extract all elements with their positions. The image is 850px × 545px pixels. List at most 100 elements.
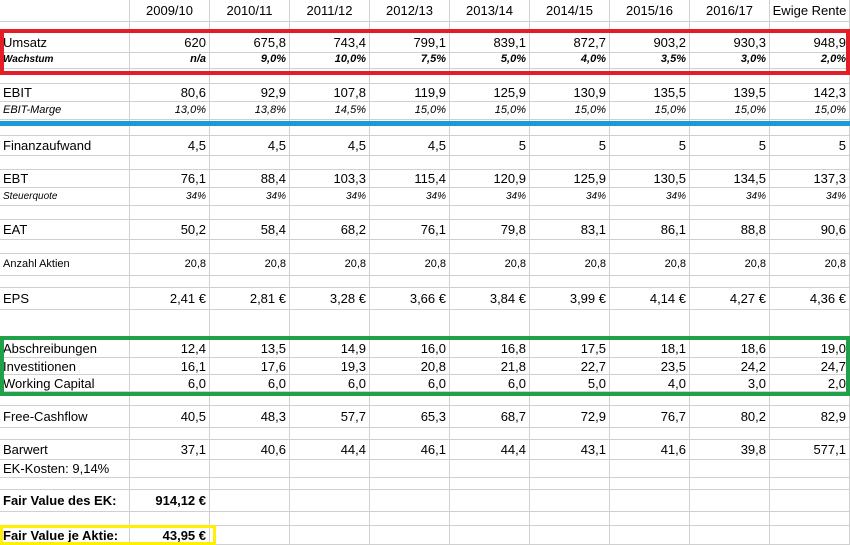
empty-cell[interactable] [210, 69, 290, 84]
empty-cell[interactable] [0, 206, 130, 220]
empty-cell[interactable] [450, 206, 530, 220]
empty-cell[interactable] [370, 240, 450, 254]
value-cell[interactable]: 3,0% [690, 51, 770, 69]
value-cell[interactable] [610, 460, 690, 478]
empty-cell[interactable] [770, 69, 850, 84]
value-cell[interactable]: 9,0% [210, 51, 290, 69]
empty-cell[interactable] [210, 478, 290, 490]
value-cell[interactable]: 6,0 [450, 375, 530, 392]
empty-cell[interactable] [290, 120, 370, 136]
empty-cell[interactable] [450, 120, 530, 136]
value-cell[interactable]: 20,8 [690, 254, 770, 276]
empty-cell[interactable] [0, 428, 130, 440]
empty-cell[interactable] [130, 478, 210, 490]
value-cell[interactable]: 675,8 [210, 33, 290, 53]
value-cell[interactable]: 125,9 [530, 170, 610, 188]
value-cell[interactable]: 2,81 € [210, 288, 290, 310]
value-cell[interactable]: 3,5% [610, 51, 690, 69]
empty-cell[interactable] [530, 310, 610, 340]
empty-cell[interactable] [290, 512, 370, 526]
empty-cell[interactable] [450, 156, 530, 170]
value-cell[interactable] [370, 490, 450, 512]
value-cell[interactable]: 43,1 [530, 440, 610, 460]
value-cell[interactable]: 68,7 [450, 406, 530, 428]
empty-cell[interactable] [610, 512, 690, 526]
value-cell[interactable]: 5 [770, 136, 850, 156]
empty-cell[interactable] [690, 512, 770, 526]
empty-cell[interactable] [290, 310, 370, 340]
empty-cell[interactable] [690, 310, 770, 340]
value-cell[interactable]: 34% [130, 188, 210, 206]
row-label-cell[interactable]: Abschreibungen [0, 340, 130, 358]
empty-cell[interactable] [290, 478, 370, 490]
value-cell[interactable]: 4,0% [530, 51, 610, 69]
value-cell[interactable]: 107,8 [290, 84, 370, 102]
row-label-cell[interactable]: Barwert [0, 440, 130, 460]
empty-cell[interactable] [370, 512, 450, 526]
value-cell[interactable]: 82,9 [770, 406, 850, 428]
empty-cell[interactable] [210, 22, 290, 33]
value-cell[interactable]: 839,1 [450, 33, 530, 53]
value-cell[interactable]: 15,0% [450, 102, 530, 120]
value-cell[interactable]: 5,0 [530, 375, 610, 392]
value-cell[interactable]: 6,0 [210, 375, 290, 392]
value-cell[interactable]: 72,9 [530, 406, 610, 428]
value-cell[interactable]: 80,6 [130, 84, 210, 102]
empty-cell[interactable] [130, 69, 210, 84]
empty-cell[interactable] [610, 392, 690, 406]
empty-cell[interactable] [770, 310, 850, 340]
value-cell[interactable] [530, 460, 610, 478]
row-label-cell[interactable]: Investitionen [0, 358, 130, 375]
value-cell[interactable] [130, 460, 210, 478]
empty-cell[interactable] [290, 69, 370, 84]
value-cell[interactable]: 119,9 [370, 84, 450, 102]
value-cell[interactable]: 743,4 [290, 33, 370, 53]
value-cell[interactable]: 76,7 [610, 406, 690, 428]
empty-cell[interactable] [0, 120, 130, 136]
empty-cell[interactable] [770, 512, 850, 526]
value-cell[interactable]: 7,5% [370, 51, 450, 69]
value-cell[interactable]: 134,5 [690, 170, 770, 188]
value-cell[interactable]: 90,6 [770, 220, 850, 240]
row-label-cell[interactable]: Anzahl Aktien [0, 254, 130, 276]
empty-cell[interactable] [450, 512, 530, 526]
empty-cell[interactable] [530, 22, 610, 33]
value-cell[interactable] [770, 490, 850, 512]
value-cell[interactable]: 799,1 [370, 33, 450, 53]
row-label-cell[interactable]: Finanzaufwand [0, 136, 130, 156]
empty-cell[interactable] [690, 428, 770, 440]
empty-cell[interactable] [210, 392, 290, 406]
value-cell[interactable]: 4,36 € [770, 288, 850, 310]
value-cell[interactable]: 3,66 € [370, 288, 450, 310]
value-cell[interactable]: 130,9 [530, 84, 610, 102]
empty-cell[interactable] [610, 22, 690, 33]
empty-cell[interactable] [0, 392, 130, 406]
value-cell[interactable]: 930,3 [690, 33, 770, 53]
value-cell[interactable] [690, 460, 770, 478]
empty-cell[interactable] [770, 240, 850, 254]
empty-cell[interactable] [290, 22, 370, 33]
value-cell[interactable]: 19,0 [770, 340, 850, 358]
empty-cell[interactable] [130, 156, 210, 170]
value-cell[interactable]: 6,0 [130, 375, 210, 392]
value-cell[interactable]: 17,6 [210, 358, 290, 375]
empty-cell[interactable] [0, 478, 130, 490]
value-cell[interactable]: 620 [130, 33, 210, 53]
row-label-cell[interactable]: EBT [0, 170, 130, 188]
value-cell[interactable]: 16,1 [130, 358, 210, 375]
value-cell[interactable]: 88,8 [690, 220, 770, 240]
value-cell[interactable]: 80,2 [690, 406, 770, 428]
value-cell[interactable]: 57,7 [290, 406, 370, 428]
row-label-cell[interactable]: EBIT [0, 84, 130, 102]
empty-cell[interactable] [0, 310, 130, 340]
empty-cell[interactable] [370, 478, 450, 490]
value-cell[interactable]: 20,8 [610, 254, 690, 276]
empty-cell[interactable] [450, 392, 530, 406]
value-cell[interactable]: 37,1 [130, 440, 210, 460]
empty-cell[interactable] [770, 206, 850, 220]
value-cell[interactable]: 130,5 [610, 170, 690, 188]
empty-cell[interactable] [690, 276, 770, 288]
value-cell[interactable]: 34% [530, 188, 610, 206]
empty-cell[interactable] [290, 428, 370, 440]
value-cell[interactable]: 76,1 [130, 170, 210, 188]
